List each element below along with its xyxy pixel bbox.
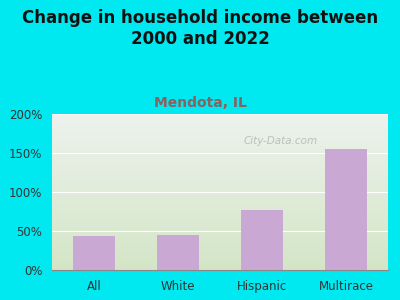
Bar <box>325 149 367 270</box>
Text: City-Data.com: City-Data.com <box>244 136 318 146</box>
Text: Change in household income between
2000 and 2022: Change in household income between 2000 … <box>22 9 378 48</box>
Bar <box>241 210 283 270</box>
Text: Mendota, IL: Mendota, IL <box>154 96 246 110</box>
Bar <box>73 236 115 270</box>
Bar <box>157 235 199 270</box>
